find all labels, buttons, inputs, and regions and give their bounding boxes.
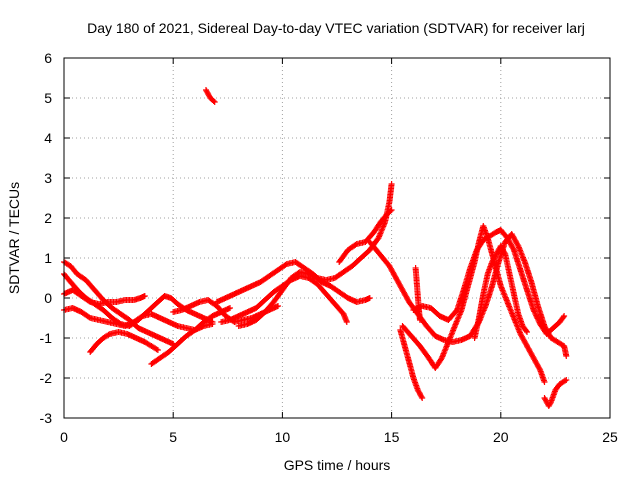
x-tick-label: 20 bbox=[493, 429, 509, 445]
plus-markers bbox=[235, 181, 395, 329]
series-track-p bbox=[471, 243, 530, 341]
plus-markers bbox=[87, 329, 161, 355]
series-track-e bbox=[87, 329, 161, 355]
plus-markers bbox=[203, 87, 218, 105]
plus-markers bbox=[336, 207, 395, 265]
y-tick-label: 3 bbox=[44, 170, 52, 186]
y-tick-label: 4 bbox=[44, 130, 52, 146]
y-tick-label: 1 bbox=[44, 250, 52, 266]
series-track-q bbox=[412, 265, 423, 323]
series-track-r bbox=[541, 377, 570, 409]
plus-markers bbox=[218, 273, 350, 325]
plus-markers bbox=[397, 327, 426, 401]
y-tick-label: -1 bbox=[40, 330, 53, 346]
y-tick-label: -3 bbox=[40, 410, 53, 426]
plus-markers bbox=[213, 259, 373, 305]
plus-markers bbox=[471, 243, 530, 341]
x-tick-label: 5 bbox=[169, 429, 177, 445]
x-axis-label: GPS time / hours bbox=[284, 457, 391, 473]
axis-ticks: -3 -2 -1 0 1 2 3 4 5 6 0 5 10 15 20 25 bbox=[40, 50, 618, 445]
plus-markers bbox=[61, 287, 148, 307]
y-tick-label: 5 bbox=[44, 90, 52, 106]
plus-markers bbox=[541, 377, 570, 409]
y-tick-label: 0 bbox=[44, 290, 52, 306]
series-track-k bbox=[336, 207, 395, 265]
y-tick-label: 6 bbox=[44, 50, 52, 66]
plot-frame bbox=[63, 57, 611, 419]
x-tick-label: 0 bbox=[60, 429, 68, 445]
data-series bbox=[61, 87, 570, 409]
chart-title: Day 180 of 2021, Sidereal Day-to-day VTE… bbox=[87, 20, 585, 36]
x-tick-label: 15 bbox=[384, 429, 400, 445]
series-track-m bbox=[397, 327, 426, 401]
y-axis-label: SDTVAR / TECUs bbox=[6, 182, 22, 294]
series-track-s bbox=[203, 87, 218, 105]
y-tick-label: 2 bbox=[44, 210, 52, 226]
x-tick-label: 25 bbox=[602, 429, 618, 445]
series-track-o bbox=[410, 227, 568, 337]
series-track-j bbox=[235, 181, 395, 329]
series-track-d bbox=[61, 287, 148, 307]
plus-markers bbox=[412, 265, 423, 323]
plus-markers bbox=[410, 227, 568, 337]
series-track-h bbox=[213, 259, 373, 305]
x-tick-label: 10 bbox=[275, 429, 291, 445]
series-track-i bbox=[218, 273, 350, 325]
grid-lines bbox=[64, 58, 610, 418]
y-tick-label: -2 bbox=[40, 370, 53, 386]
